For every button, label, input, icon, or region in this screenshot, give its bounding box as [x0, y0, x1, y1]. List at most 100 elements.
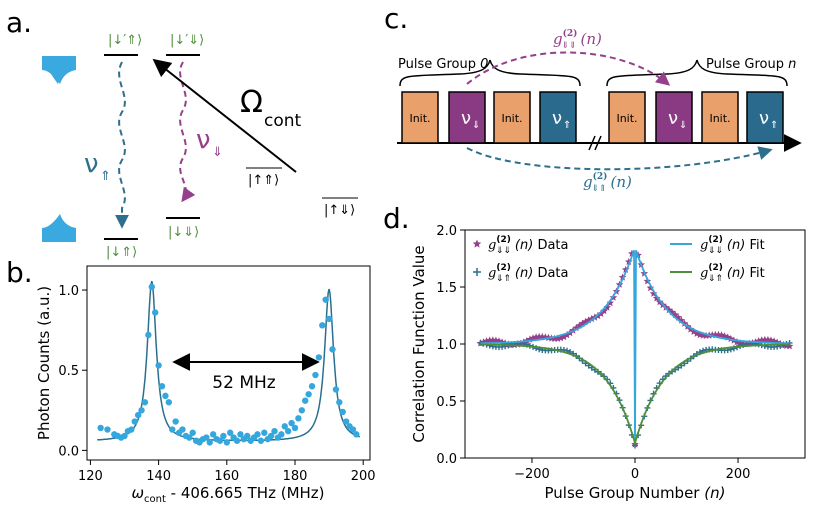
cavity-mirror-bottom: [42, 214, 76, 242]
pulse-nu-down-n: [655, 91, 693, 144]
g-dd-label: g(2) ⇓⇓ (n): [553, 28, 602, 51]
plot-b-data-point: [261, 429, 268, 436]
corr-arrow-dd: [466, 51, 671, 86]
panel-c-label: c.: [384, 2, 408, 35]
plot-b-data-point: [155, 362, 162, 369]
panel-a: a. |↓′⇑⟩ |↓′⇓⟩ |↓⇑⟩ |↓⇓⟩ |↑⇑⟩ |↑⇓⟩ ν ⇑ ν…: [6, 6, 358, 260]
group-0-label: Pulse Group 0: [398, 57, 488, 72]
plot-b-data-point: [319, 322, 326, 329]
plot-b-data-point: [179, 426, 186, 433]
plot-b-ytick-label: 1.0: [58, 284, 79, 299]
plot-b-data-point: [281, 423, 288, 430]
plot-b-data-point: [172, 418, 179, 425]
pulse-nu-down-n-sub: ⇓: [679, 120, 687, 131]
ket-mid-2: |↑⇓⟩: [324, 203, 355, 218]
plot-b-data-point: [257, 437, 265, 444]
init-label-nb: Init.: [709, 112, 730, 125]
plot-b-data-point: [165, 399, 173, 406]
plot-b-data-point: [148, 283, 155, 291]
plot-d-ticks: −200 0 200 0.0 0.5 1.0 1.5 2.0: [436, 224, 750, 482]
plot-b-xlabel: ωcont - 406.665 THz (MHz): [131, 484, 324, 505]
plot-b-data-point: [254, 431, 261, 438]
pulse-nu-up-n: [746, 91, 784, 144]
ket-bottom-right: |↓⇓⟩: [168, 225, 199, 240]
plot-b-data-point: [104, 426, 111, 433]
plot-b-ticks: 120 140 160 180 200 0.0 0.5 1.0: [58, 284, 375, 484]
plot-d-dd-point: [603, 303, 611, 311]
plot-d-ytick-label: 0.0: [436, 452, 457, 467]
plot-b-data-point: [121, 432, 128, 440]
plot-b-data-point: [203, 434, 210, 441]
plot-b-data-point: [284, 427, 292, 435]
ket-top-right: |↓′⇓⟩: [170, 33, 204, 48]
transition-nu-down: [179, 61, 196, 203]
plot-b-data-point: [302, 397, 309, 404]
plot-b-data-point: [315, 354, 323, 361]
nu-up-symbol: ν: [84, 149, 99, 179]
plot-d-dd-point: [646, 284, 655, 292]
panel-b-label: b.: [6, 256, 33, 289]
panel-b: b. 120 140 160 180 200 0.0 0.5 1.0 52 MHz Photo…: [6, 256, 376, 505]
init-label-0a: Init.: [409, 112, 430, 125]
plot-d-dd-point: [578, 319, 587, 327]
plot-b-ytick-label: 0.5: [58, 364, 79, 379]
plot-d-dd-point: [560, 332, 568, 341]
plot-b-data-point: [223, 439, 230, 446]
plot-d-ytick-label: 1.5: [436, 281, 457, 296]
plot-d-dd-point: [587, 314, 596, 323]
pulse-nu-down-0-symbol: ν: [461, 108, 471, 129]
plot-b-xtick-label: 160: [214, 469, 239, 484]
plot-d-ytick-label: 2.0: [436, 224, 457, 239]
splitting-label: 52 MHz: [212, 373, 275, 393]
pulse-init-nb: [701, 91, 739, 144]
plot-b-data-point: [169, 426, 176, 433]
legend-marker-du-data: [473, 268, 481, 276]
plot-b-data-point: [267, 432, 275, 440]
pulse-nu-up-n-sub: ⇑: [770, 120, 778, 131]
ket-mid-1: |↑⇑⟩: [248, 173, 279, 188]
plot-b-data-point: [162, 392, 169, 400]
plot-b-data-point: [128, 426, 135, 433]
timeline-break-2: [594, 135, 602, 151]
plot-b-data-point: [151, 309, 159, 316]
legend-entry-du_data: g(2) ⇓⇑ (n) Data: [488, 263, 569, 284]
pulse-nu-down-0: [448, 91, 486, 144]
plot-b-data-point: [209, 431, 217, 438]
nu-up-sub: ⇑: [100, 169, 111, 184]
plot-d-dd-point: [575, 321, 584, 329]
pulse-init-0a: [401, 91, 439, 144]
plot-b-data-point: [325, 315, 333, 323]
transition-nu-up: [115, 61, 129, 229]
plot-d-dd-point: [557, 334, 565, 342]
plot-b-xtick-label: 140: [146, 469, 171, 484]
plot-d-xtick-label: 0: [631, 467, 639, 482]
g-du-label: g(2) ⇓⇑ (n): [583, 171, 632, 194]
plot-b-data-point: [291, 424, 299, 432]
brace-group-n: [606, 59, 788, 87]
plot-b-data-point: [308, 383, 316, 390]
plot-b-xtick-label: 200: [351, 469, 376, 484]
group-n-label: Pulse Group n: [706, 57, 796, 72]
legend-entry-dd_data: g(2) ⇓⇓ (n) Data: [488, 235, 569, 256]
plot-b-xtick-label: 180: [283, 469, 308, 484]
plot-b-data-point: [206, 439, 213, 446]
plot-b-data-point: [342, 418, 350, 425]
legend-entry-du_fit: g(2) ⇓⇑ (n) Fit: [700, 263, 765, 284]
pulse-nu-up-0: [539, 91, 577, 144]
plot-b-frame: [86, 265, 371, 461]
plot-b-data-point: [97, 424, 104, 432]
plot-b-data-point: [233, 437, 241, 444]
plot-b-data-point: [158, 383, 166, 390]
ket-bottom-left: |↓⇑⟩: [106, 245, 137, 260]
legend-entry-dd_fit: g(2) ⇓⇓ (n) Fit: [700, 235, 765, 256]
plot-b-data-point: [186, 434, 193, 441]
pulse-nu-up-0-sub: ⇑: [563, 120, 571, 131]
pulse-nu-down-0-sub: ⇓: [472, 120, 480, 131]
plot-b-data-point: [220, 432, 227, 440]
plot-b-data-point: [189, 429, 196, 436]
corr-arrow-du: [466, 146, 773, 171]
pulse-init-na: [608, 91, 646, 144]
pulse-nu-up-n-symbol: ν: [759, 108, 769, 129]
